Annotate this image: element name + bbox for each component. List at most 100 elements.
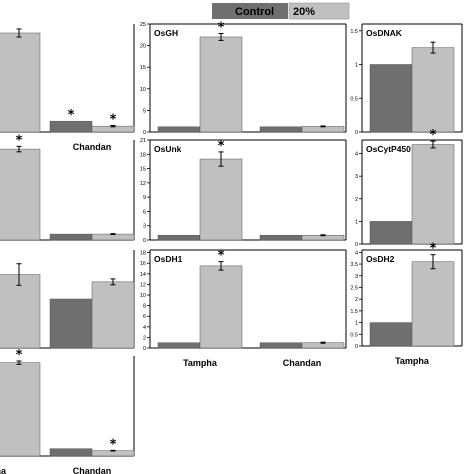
panel-5: 0 1 2 3 4 OsCytP450 * [355,128,463,248]
y-tick-label: 2 [143,335,146,341]
y-tick-label: 0.5 [350,332,358,338]
significance-star: * [110,437,117,452]
y-tick-label: 15 [140,167,146,173]
significance-star: * [218,21,225,36]
bar-treatment [0,362,41,457]
bar-control [259,234,303,241]
y-tick-label: 14 [140,272,146,278]
legend-label-control: Control [235,6,274,18]
significance-star: * [68,108,75,123]
legend-swatch-treatment [288,2,350,20]
y-tick-label: 3 [143,224,146,230]
y-tick-label: 3.5 [350,262,358,268]
y-tick-label: 9 [143,195,146,201]
bar-control [49,233,93,241]
y-tick-label: 6 [143,209,146,215]
y-tick-label: 0 [143,346,146,352]
panel-4: 0 3 6 9 12 15 18 21 OsUnk * [140,138,347,244]
significance-star: * [430,242,437,257]
panel-title: OsCytP450 [366,144,411,154]
y-tick-label: 0 [355,242,358,248]
bar-control [157,342,201,349]
y-tick-label: 18 [140,152,146,158]
bar-control [49,448,93,457]
panel-0: * * Chandan [0,24,135,152]
bar-treatment [199,265,243,349]
significance-star: * [16,348,23,363]
y-tick-label: 4 [143,325,146,331]
panel-1: 0 5 10 15 20 25 OsGH * [140,21,347,136]
y-tick-label: 6 [143,314,146,320]
category-label: pha [0,466,7,474]
bar-control [369,221,413,245]
bar-treatment [199,36,243,133]
y-tick-label: 2 [355,297,358,303]
panel-title: OsUnk [154,144,182,154]
bar-treatment [0,274,41,349]
panel-title: OsDH1 [154,254,183,264]
panel-7: 0 2 4 6 8 10 12 14 16 18 OsDH1 * Tampha Chandan [140,249,347,368]
bar-treatment [199,158,243,241]
legend-label-treatment: 20% [293,6,315,18]
panel-3: * [0,133,135,241]
significance-star: * [430,128,437,143]
bar-treatment [411,47,455,133]
y-tick-label: 0 [355,344,358,350]
y-tick-label: 0 [143,238,146,244]
y-tick-label: 0 [143,130,146,136]
legend-swatch-control [212,3,288,19]
panel-9: * pha * Chandan [0,348,135,474]
y-tick-label: 1 [355,321,358,327]
y-tick-label: 12 [140,181,146,187]
y-tick-label: 25 [140,22,146,28]
bar-control [157,234,201,241]
panel-2: 0 0.5 1 1.5 OsDNAK [350,23,463,136]
significance-star: * [218,249,225,264]
y-tick-label: 5 [143,108,146,114]
y-tick-label: 2 [355,197,358,203]
y-tick-label: 4 [355,250,358,256]
category-label: Chandan [73,142,112,152]
y-tick-label: 1.5 [350,29,358,35]
significance-star: * [16,133,23,148]
y-tick-label: 8 [143,304,146,310]
y-tick-label: 0 [355,130,358,136]
legend: Control 20% [212,2,350,20]
panel-6 [0,250,135,349]
bar-treatment [0,32,41,133]
significance-star: * [110,112,117,127]
bar-control [259,342,303,349]
bar-treatment [411,261,455,347]
y-tick-label: 4 [355,152,358,158]
y-tick-label: 1 [355,219,358,225]
y-tick-label: 12 [140,282,146,288]
panel-title: OsDH2 [366,254,395,264]
bar-treatment [411,144,455,245]
y-tick-label: 3 [355,274,358,280]
y-tick-label: 10 [140,87,146,93]
bar-control [157,126,201,133]
category-label: Chandan [73,466,112,474]
y-tick-label: 3 [355,174,358,180]
category-label: Tampha [183,358,218,368]
y-tick-label: 15 [140,65,146,71]
category-label: Tampha [395,356,430,366]
bar-control [369,64,413,133]
y-tick-label: 20 [140,44,146,50]
y-tick-label: 16 [140,261,146,267]
y-tick-label: 0.5 [350,96,358,102]
bar-control [369,322,413,347]
bar-treatment [0,148,41,241]
bar-treatment [91,281,135,349]
category-label: Chandan [283,358,322,368]
bar-control [259,126,303,133]
panel-8: 0 0.5 1 1.5 2 2.5 3 3.5 4 OsDH2 * Tampha [350,242,463,366]
y-tick-label: 21 [140,138,146,144]
y-tick-label: 18 [140,251,146,257]
bar-control [49,298,93,349]
panel-title: OsDNAK [366,28,403,38]
significance-star: * [218,139,225,154]
y-tick-label: 1.5 [350,309,358,315]
